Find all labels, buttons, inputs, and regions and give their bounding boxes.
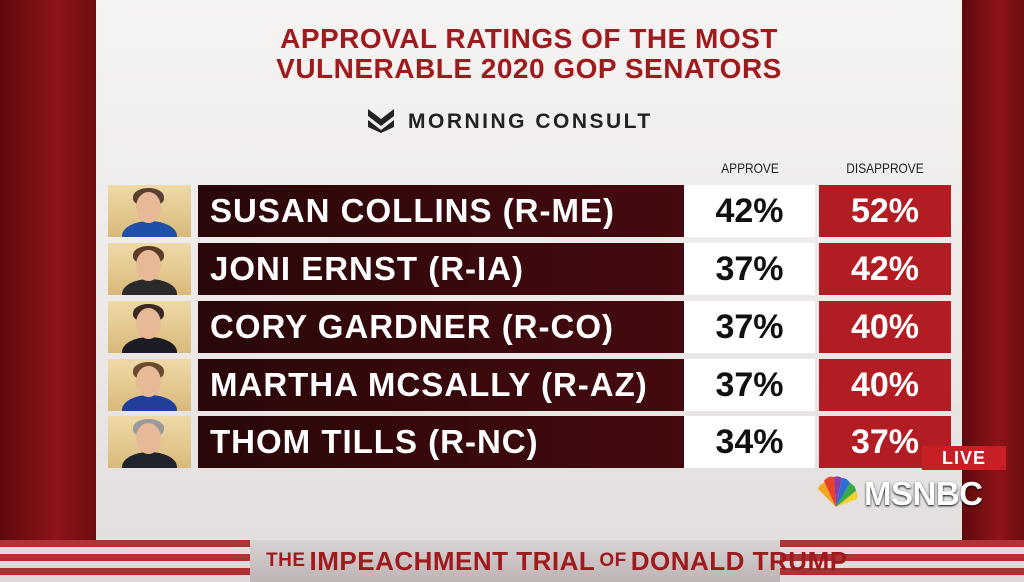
approve-value: 37% xyxy=(684,243,815,295)
disapprove-value: 40% xyxy=(819,359,951,411)
left-red-border xyxy=(0,0,96,540)
approve-value: 34% xyxy=(684,416,815,468)
approve-value: 37% xyxy=(684,359,815,411)
senator-row: SUSAN COLLINS (R-ME) 42% 52% xyxy=(108,185,951,237)
ticker-impeachment: IMPEACHMENT TRIAL xyxy=(309,545,596,576)
approve-value: 37% xyxy=(684,301,815,353)
ticker-headline: THE IMPEACHMENT TRIAL OF DONALD TRUMP xyxy=(262,543,848,579)
network-logo: MSNBC xyxy=(812,474,983,514)
senator-row: MARTHA MCSALLY (R-AZ) 37% 40% xyxy=(108,359,951,411)
disapprove-value: 40% xyxy=(819,301,951,353)
ticker-donald: DONALD TRUMP xyxy=(630,545,848,576)
disapprove-value: 52% xyxy=(819,185,951,237)
approve-column-header: APPROVE xyxy=(721,160,779,176)
source-brand: MORNING CONSULT xyxy=(366,108,653,136)
morning-consult-logo-icon xyxy=(366,107,396,138)
disapprove-value: 42% xyxy=(819,243,951,295)
ticker-stripes-right xyxy=(780,540,1024,582)
title-line-1: APPROVAL RATINGS OF THE MOST xyxy=(280,23,778,54)
ticker-bar xyxy=(0,540,1024,582)
ticker-stripes-left xyxy=(0,540,250,582)
senator-row: CORY GARDNER (R-CO) 37% 40% xyxy=(108,301,951,353)
disapprove-column-header: DISAPPROVE xyxy=(846,160,924,176)
peacock-icon xyxy=(812,475,860,514)
approve-value: 42% xyxy=(684,185,815,237)
senator-photo xyxy=(108,185,191,237)
senator-photo xyxy=(108,301,191,353)
senator-photo xyxy=(108,416,191,468)
senator-photo xyxy=(108,359,191,411)
senator-photo xyxy=(108,243,191,295)
ticker-of: OF xyxy=(599,550,627,571)
senator-row: JONI ERNST (R-IA) 37% 42% xyxy=(108,243,951,295)
senator-row: THOM TILLS (R-NC) 34% 37% xyxy=(108,416,951,468)
live-badge: LIVE xyxy=(922,446,1006,470)
source-name: MORNING CONSULT xyxy=(408,110,653,133)
network-name: MSNBC xyxy=(864,475,983,512)
title-line-2: VULNERABLE 2020 GOP SENATORS xyxy=(276,53,782,84)
ticker-the: THE xyxy=(266,550,306,571)
